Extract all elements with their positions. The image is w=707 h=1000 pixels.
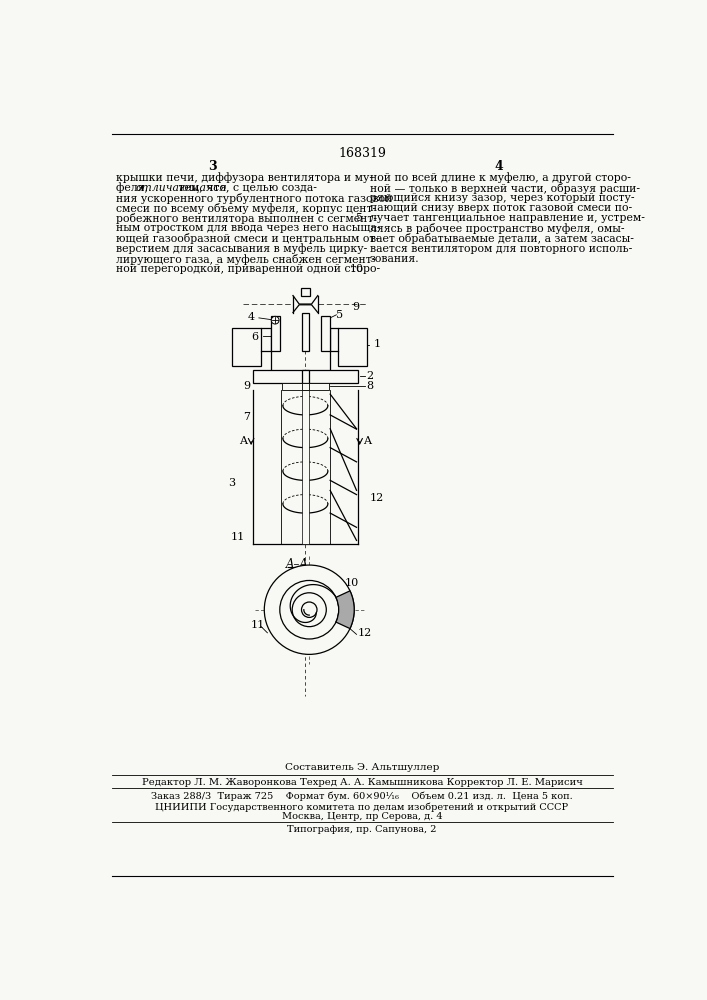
Text: крышки печи, диффузора вентилятора и му-: крышки печи, диффузора вентилятора и му- (115, 172, 373, 183)
Text: пающий снизу вверх поток газовой смеси по-: пающий снизу вверх поток газовой смеси п… (370, 203, 632, 213)
Text: ния ускоренного турбулентного потока газовой: ния ускоренного турбулентного потока газ… (115, 193, 392, 204)
Bar (300, 288, 310, 296)
Text: 12: 12 (370, 493, 384, 503)
Text: смеси по всему объему муфеля, корпус цент-: смеси по всему объему муфеля, корпус цен… (115, 203, 375, 214)
Bar (303, 383, 309, 390)
Text: ным отростком для ввода через него насыща-: ным отростком для ввода через него насыщ… (115, 223, 380, 233)
Text: робежного вентилятора выполнен с сегмент-: робежного вентилятора выполнен с сегмент… (115, 213, 377, 224)
Text: ной — только в верхней части, образуя расши-: ной — только в верхней части, образуя ра… (370, 183, 640, 194)
Text: Москва, Центр, пр Серова, д. 4: Москва, Центр, пр Серова, д. 4 (281, 812, 443, 821)
Text: ляясь в рабочее пространство муфеля, омы-: ляясь в рабочее пространство муфеля, омы… (370, 223, 624, 234)
Text: 12: 12 (358, 628, 373, 638)
Text: 6: 6 (251, 332, 258, 342)
Text: 5: 5 (337, 310, 344, 320)
Text: ЦНИИПИ Государственного комитета по делам изобретений и открытий СССР: ЦНИИПИ Государственного комитета по дела… (156, 802, 568, 812)
Circle shape (264, 565, 354, 654)
Text: феля,: феля, (115, 183, 151, 193)
Text: вается вентилятором для повторного исполь-: вается вентилятором для повторного испол… (370, 244, 632, 254)
Bar (303, 312, 309, 351)
Text: 3: 3 (208, 160, 216, 173)
Circle shape (280, 580, 339, 639)
Text: лирующего газа, а муфель снабжен сегмент-: лирующего газа, а муфель снабжен сегмент… (115, 254, 375, 265)
Text: A: A (363, 436, 371, 446)
Text: ной по всей длине к муфелю, а другой сторо-: ной по всей длине к муфелю, а другой сто… (370, 172, 631, 183)
Text: 4: 4 (247, 312, 255, 322)
Bar (252, 370, 358, 383)
Text: Заказ 288/3  Тираж 725    Формат бум. 60×90¹⁄₁₆    Объем 0.21 изд. л.  Цена 5 ко: Заказ 288/3 Тираж 725 Формат бум. 60×90¹… (151, 791, 573, 801)
Text: тем, что, с целью созда-: тем, что, с целью созда- (175, 183, 317, 193)
Bar (338, 328, 368, 366)
Wedge shape (336, 591, 354, 629)
Text: A: A (240, 436, 247, 446)
Text: ющей газообразной смеси и центральным от-: ющей газообразной смеси и центральным от… (115, 233, 378, 244)
Text: 3: 3 (228, 478, 235, 488)
Circle shape (271, 316, 279, 324)
Text: 11: 11 (230, 532, 245, 542)
Text: 11: 11 (250, 620, 264, 630)
Text: ряющийся книзу зазор, через который посту-: ряющийся книзу зазор, через который пост… (370, 193, 634, 203)
Text: 1: 1 (373, 339, 380, 349)
Text: 10: 10 (345, 578, 359, 588)
Text: 10: 10 (349, 264, 363, 274)
Text: лучает тангенциальное направление и, устрем-: лучает тангенциальное направление и, уст… (370, 213, 645, 223)
Polygon shape (293, 296, 317, 312)
Bar (232, 328, 261, 366)
Text: 4: 4 (495, 160, 503, 173)
Bar (303, 370, 309, 383)
Circle shape (301, 602, 317, 617)
Text: 8: 8 (366, 381, 373, 391)
Bar (303, 390, 309, 544)
Text: верстием для засасывания в муфель цирку-: верстием для засасывания в муфель цирку- (115, 244, 367, 254)
Text: A–A: A–A (286, 558, 309, 571)
Text: ной перегородкой, приваренной одной сторо-: ной перегородкой, приваренной одной стор… (115, 264, 380, 274)
Text: Составитель Э. Альтшуллер: Составитель Э. Альтшуллер (285, 763, 439, 772)
Circle shape (292, 593, 327, 627)
Text: вает обрабатываемые детали, а затем засасы-: вает обрабатываемые детали, а затем заса… (370, 233, 633, 244)
Text: 168319: 168319 (338, 147, 386, 160)
Text: Редактор Л. М. Жаворонкова Техред А. А. Камышникова Корректор Л. Е. Марисич: Редактор Л. М. Жаворонкова Техред А. А. … (141, 778, 583, 787)
Text: зования.: зования. (370, 254, 419, 264)
Text: 9: 9 (352, 302, 359, 312)
Bar (282, 383, 329, 390)
Bar (321, 316, 330, 351)
Text: 7: 7 (243, 412, 250, 422)
Text: Типография, пр. Сапунова, 2: Типография, пр. Сапунова, 2 (287, 825, 437, 834)
Bar (271, 316, 280, 351)
Text: 2: 2 (366, 371, 373, 381)
Text: 5: 5 (355, 213, 361, 223)
Text: отличающаяся: отличающаяся (135, 183, 227, 193)
Text: 9: 9 (243, 381, 250, 391)
